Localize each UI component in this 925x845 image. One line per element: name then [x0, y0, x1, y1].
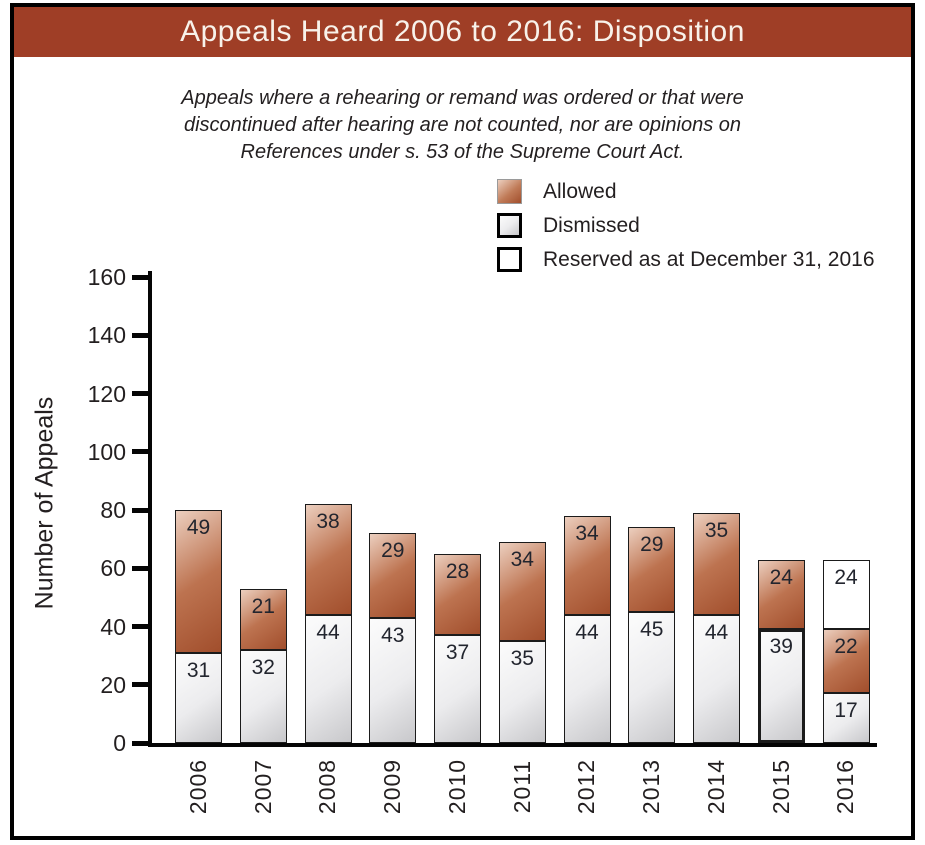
reserved-swatch-icon [497, 247, 522, 272]
y-tick-label: 60 [100, 555, 126, 582]
bar-segment-2015-dismissed [757, 629, 805, 743]
x-tick-label-text: 2006 [184, 758, 211, 814]
chart-note-line-3: References under s. 53 of the Supreme Co… [240, 141, 685, 163]
bar-segment-2006-allowed [175, 510, 222, 653]
x-tick-label-text: 2012 [573, 758, 600, 814]
y-tick-mark [132, 449, 148, 455]
y-tick-label: 20 [100, 671, 126, 698]
legend-item-allowed: Allowed [497, 179, 875, 204]
x-tick-label-text: 2007 [249, 758, 276, 814]
bar-segment-2011-allowed [498, 542, 546, 642]
x-tick-label-text: 2010 [443, 758, 470, 814]
bar-segment-2007-allowed [239, 588, 287, 650]
bar-segment-2007-dismissed [239, 649, 287, 743]
bar-segment-2012-allowed [563, 515, 611, 615]
bar-segment-2010-allowed [434, 553, 481, 636]
bar-segment-2012-dismissed [563, 614, 611, 743]
y-tick-mark [132, 682, 148, 688]
bar-segment-2009-allowed [369, 533, 417, 618]
dismissed-swatch-icon [497, 213, 522, 238]
bar-segment-2014-allowed [693, 512, 740, 615]
x-tick-label: 2011 [490, 750, 554, 822]
bar-segment-2010-dismissed [434, 635, 481, 743]
y-tick-label: 140 [87, 322, 126, 349]
y-tick-mark [132, 624, 148, 629]
chart-title: Appeals Heard 2006 to 2016: Disposition [180, 15, 745, 48]
bar-segment-2013-allowed [628, 527, 676, 612]
x-tick-label: 2010 [426, 750, 490, 822]
x-tick-label: 2009 [361, 750, 425, 822]
x-tick-label: 2013 [620, 750, 684, 822]
x-tick-label: 2006 [167, 750, 231, 822]
bar-segment-2011-dismissed [498, 641, 546, 743]
x-tick-label-text: 2016 [832, 758, 859, 814]
y-axis-line [148, 271, 152, 747]
y-tick-label: 100 [87, 438, 126, 465]
bar-segment-2009-dismissed [369, 617, 417, 743]
allowed-swatch-icon [497, 179, 522, 204]
bar-segment-2016-dismissed [822, 693, 870, 743]
y-tick-mark [132, 391, 148, 396]
x-tick-label-text: 2013 [638, 758, 665, 814]
x-tick-label-text: 2011 [508, 759, 535, 813]
x-tick-label-text: 2015 [767, 758, 794, 814]
x-tick-label-text: 2008 [314, 758, 341, 814]
y-tick-mark [132, 274, 148, 280]
legend-label-reserved: Reserved as at December 31, 2016 [543, 247, 875, 271]
legend-label-dismissed: Dismissed [543, 213, 640, 237]
y-tick-mark [132, 565, 148, 571]
legend: Allowed Dismissed Reserved as at Decembe… [497, 179, 875, 281]
y-tick-label: 80 [100, 497, 126, 523]
bar-segment-2015-allowed [757, 559, 805, 630]
y-tick-mark [132, 332, 148, 338]
bar-segment-2008-allowed [304, 504, 352, 615]
x-tick-label: 2008 [296, 750, 360, 822]
x-tick-label-text: 2014 [702, 758, 729, 814]
x-tick-label: 2015 [749, 750, 813, 822]
bar-segment-2016-reserved [822, 559, 870, 630]
bar-segment-2006-dismissed [175, 652, 222, 743]
y-tick-label: 40 [100, 613, 126, 640]
y-tick-label: 120 [87, 380, 126, 407]
y-tick-mark [132, 740, 148, 746]
legend-label-allowed: Allowed [543, 179, 617, 203]
legend-item-dismissed: Dismissed [497, 213, 875, 238]
bar-segment-2013-dismissed [628, 611, 676, 743]
x-tick-label: 2007 [231, 750, 295, 822]
y-tick-mark [132, 507, 148, 513]
legend-item-reserved: Reserved as at December 31, 2016 [497, 247, 875, 272]
chart-note-line-2: discontinued after hearing are not count… [183, 114, 742, 136]
bar-segment-2008-dismissed [304, 614, 352, 743]
chart-note-line-1: Appeals where a rehearing or remand was … [181, 87, 744, 109]
y-tick-label: 160 [87, 264, 126, 290]
x-tick-label: 2014 [685, 750, 749, 822]
x-axis-line [148, 743, 877, 747]
bar-segment-2016-allowed [822, 629, 870, 694]
y-tick-label: 0 [113, 730, 126, 756]
title-banner: Appeals Heard 2006 to 2016: Disposition [14, 7, 911, 57]
x-tick-label: 2012 [555, 750, 619, 822]
x-tick-label: 2016 [814, 750, 878, 822]
x-tick-label-text: 2009 [379, 758, 406, 814]
chart-note: Appeals where a rehearing or remand was … [0, 85, 925, 166]
bar-segment-2014-dismissed [693, 614, 740, 743]
